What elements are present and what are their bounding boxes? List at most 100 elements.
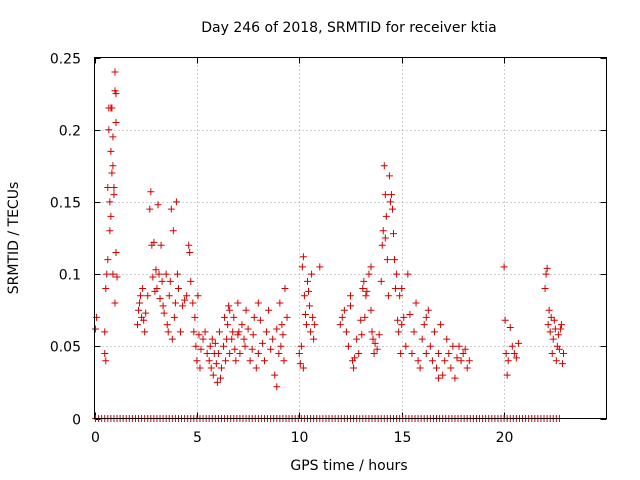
data-point xyxy=(395,328,403,336)
x-tick-label: 5 xyxy=(193,430,202,446)
data-point xyxy=(238,321,246,329)
data-point xyxy=(174,285,182,293)
data-point xyxy=(277,342,285,350)
data-point xyxy=(381,191,389,199)
data-point xyxy=(544,321,552,329)
data-point xyxy=(173,270,181,278)
x-tick-label: 15 xyxy=(394,430,412,446)
y-axis-label: SRMTID / TECUs xyxy=(6,182,22,295)
data-point xyxy=(273,325,281,333)
data-point xyxy=(160,309,168,317)
data-point xyxy=(281,285,289,293)
data-point xyxy=(275,350,283,358)
data-point xyxy=(271,371,279,379)
data-point xyxy=(137,292,145,300)
data-point xyxy=(216,374,224,382)
data-point xyxy=(365,270,373,278)
data-point xyxy=(555,345,563,353)
data-point xyxy=(146,205,154,213)
data-point xyxy=(280,357,288,365)
data-point xyxy=(263,328,271,336)
data-point xyxy=(433,364,441,372)
data-point xyxy=(142,309,150,317)
data-point xyxy=(163,321,171,329)
data-point xyxy=(418,335,426,343)
data-point xyxy=(554,331,562,339)
data-point xyxy=(158,277,166,285)
data-point xyxy=(342,328,350,336)
data-point xyxy=(229,328,237,336)
data-point xyxy=(177,328,185,336)
grid-lines xyxy=(94,57,607,419)
data-point xyxy=(185,241,193,249)
data-point xyxy=(254,299,262,307)
data-point xyxy=(168,335,176,343)
data-point xyxy=(299,364,307,372)
data-point xyxy=(447,364,455,372)
data-point xyxy=(136,299,144,307)
data-point xyxy=(249,331,257,339)
data-point xyxy=(169,227,177,235)
data-point xyxy=(150,238,158,246)
data-point xyxy=(390,230,398,238)
y-tick-label: 0.05 xyxy=(50,340,81,356)
data-point xyxy=(414,357,422,365)
data-point xyxy=(375,331,383,339)
data-point xyxy=(347,292,354,300)
data-point xyxy=(108,104,116,112)
data-point xyxy=(234,299,242,307)
data-point xyxy=(111,68,119,76)
data-point xyxy=(220,342,228,350)
data-point xyxy=(391,256,399,264)
data-point xyxy=(199,335,207,343)
data-point xyxy=(222,357,230,365)
data-point xyxy=(110,183,118,191)
data-point xyxy=(154,201,162,209)
data-point xyxy=(230,313,238,321)
data-point xyxy=(234,331,242,339)
data-point xyxy=(459,350,467,358)
data-point xyxy=(144,292,152,300)
data-point xyxy=(196,364,204,372)
data-point xyxy=(192,342,200,350)
data-point xyxy=(350,364,358,372)
data-point xyxy=(441,357,449,365)
data-point xyxy=(240,335,248,343)
data-point xyxy=(197,345,205,353)
data-point xyxy=(400,313,408,321)
data-point xyxy=(398,321,406,329)
data-point xyxy=(506,324,514,332)
data-point xyxy=(246,357,254,365)
data-point xyxy=(355,350,363,358)
data-point xyxy=(435,350,443,358)
data-point xyxy=(107,147,115,155)
data-point xyxy=(379,227,387,235)
data-point xyxy=(205,357,213,365)
data-point xyxy=(298,263,306,271)
data-point xyxy=(189,299,197,307)
data-point xyxy=(388,205,396,213)
data-point xyxy=(101,350,109,358)
data-point xyxy=(102,357,110,365)
data-point xyxy=(453,354,461,362)
data-point xyxy=(410,328,418,336)
data-point xyxy=(195,331,203,339)
x-tick-label: 10 xyxy=(291,430,309,446)
data-point xyxy=(212,360,220,368)
data-point xyxy=(214,350,222,358)
data-point xyxy=(358,331,366,339)
data-point xyxy=(550,316,558,324)
data-point xyxy=(503,371,511,379)
data-point xyxy=(396,292,404,300)
data-point xyxy=(217,364,225,372)
data-point xyxy=(167,205,175,213)
data-point xyxy=(256,316,264,324)
data-point xyxy=(273,383,281,391)
data-point xyxy=(194,292,202,300)
data-point xyxy=(307,328,315,336)
data-point xyxy=(208,335,216,343)
data-point xyxy=(190,328,198,336)
data-point xyxy=(386,198,394,206)
data-point xyxy=(380,162,388,170)
data-point xyxy=(404,270,412,278)
